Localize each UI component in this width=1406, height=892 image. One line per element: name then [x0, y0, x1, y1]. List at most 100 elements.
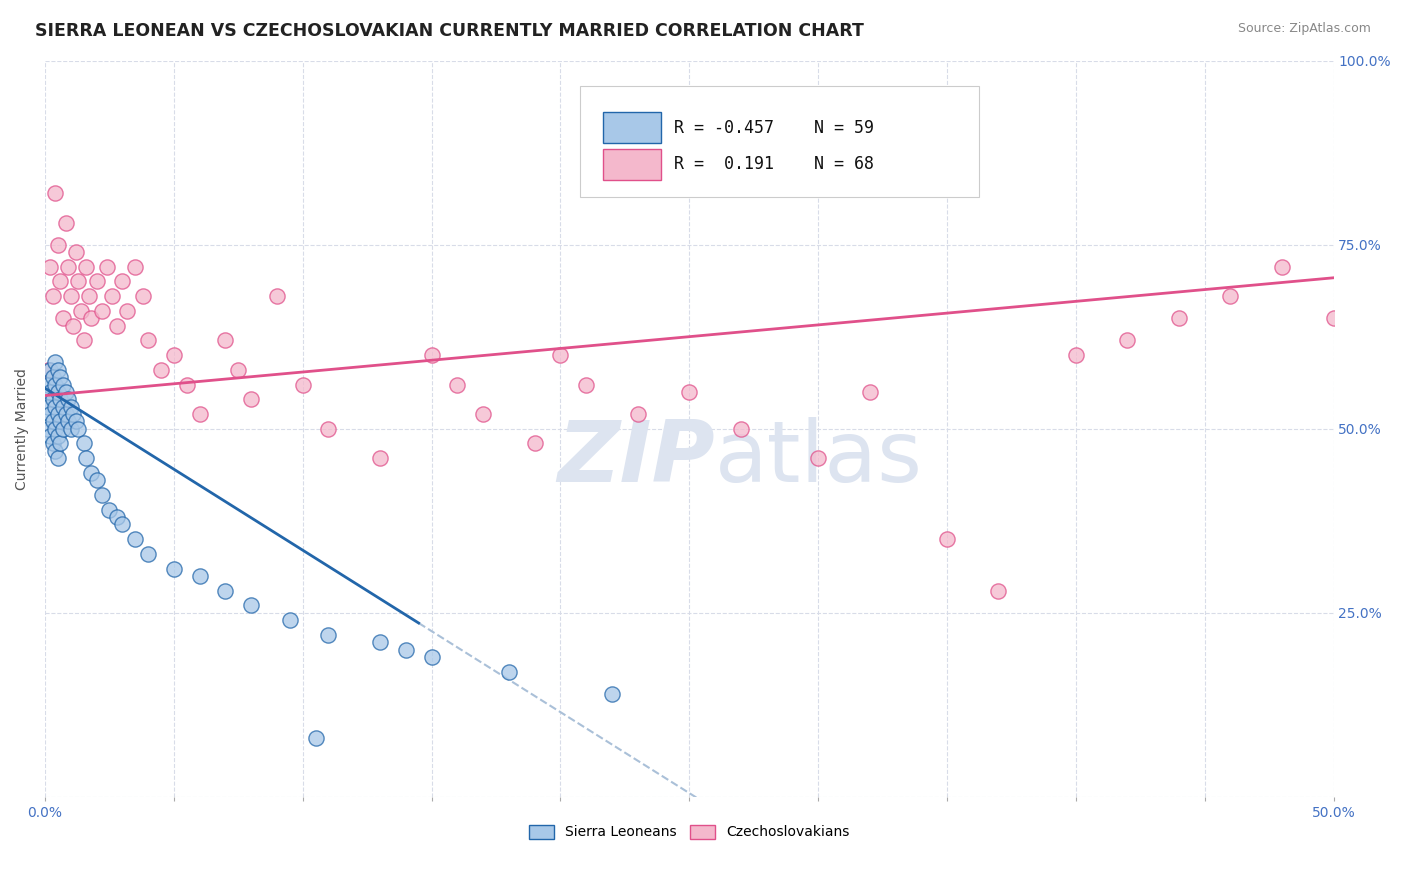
Point: [41, 370, 63, 384]
Point: [523, 436, 546, 450]
Point: [318, 628, 340, 642]
Point: [72, 436, 94, 450]
Point: [70, 304, 93, 318]
Point: [46, 429, 69, 443]
Point: [41, 414, 63, 428]
Point: [318, 422, 340, 436]
Legend: Sierra Leoneans, Czechoslovakians: Sierra Leoneans, Czechoslovakians: [523, 819, 855, 845]
Point: [62, 318, 84, 333]
Point: [214, 334, 236, 348]
Point: [49, 414, 72, 428]
Point: [240, 599, 263, 613]
Point: [41, 289, 63, 303]
Point: [56, 392, 79, 407]
Point: [39, 363, 62, 377]
Point: [75, 260, 97, 274]
Point: [46, 384, 69, 399]
Text: ZIP: ZIP: [557, 417, 716, 500]
Point: [49, 275, 72, 289]
Point: [472, 407, 495, 421]
Point: [86, 473, 108, 487]
Point: [550, 348, 572, 362]
Point: [368, 635, 391, 649]
Point: [39, 407, 62, 421]
Point: [56, 260, 79, 274]
Point: [420, 348, 443, 362]
Point: [1116, 334, 1139, 348]
Text: atlas: atlas: [716, 417, 922, 500]
Point: [59, 422, 82, 436]
Point: [52, 400, 75, 414]
Point: [807, 451, 830, 466]
Point: [420, 649, 443, 664]
Point: [395, 642, 418, 657]
Point: [188, 569, 211, 583]
Point: [59, 400, 82, 414]
Point: [1064, 348, 1087, 362]
Point: [55, 216, 77, 230]
Point: [498, 665, 520, 679]
Text: SIERRA LEONEAN VS CZECHOSLOVAKIAN CURRENTLY MARRIED CORRELATION CHART: SIERRA LEONEAN VS CZECHOSLOVAKIAN CURREN…: [35, 22, 865, 40]
Point: [240, 392, 263, 407]
Point: [214, 583, 236, 598]
Point: [44, 443, 66, 458]
Point: [49, 370, 72, 384]
Point: [1374, 334, 1396, 348]
Point: [96, 260, 118, 274]
Point: [575, 377, 598, 392]
Point: [52, 422, 75, 436]
Point: [1219, 289, 1241, 303]
Point: [678, 384, 700, 399]
Text: R = -0.457    N = 59: R = -0.457 N = 59: [673, 119, 873, 136]
Point: [304, 731, 326, 745]
Point: [59, 289, 82, 303]
Point: [39, 260, 62, 274]
Point: [46, 237, 69, 252]
Point: [75, 451, 97, 466]
Point: [136, 547, 159, 561]
Point: [46, 451, 69, 466]
Point: [44, 400, 66, 414]
Point: [37, 422, 59, 436]
Point: [111, 275, 134, 289]
Point: [117, 304, 139, 318]
Point: [80, 466, 103, 480]
Point: [46, 407, 69, 421]
Point: [39, 429, 62, 443]
Point: [226, 363, 249, 377]
Point: [90, 488, 112, 502]
Point: [163, 561, 186, 575]
FancyBboxPatch shape: [579, 87, 979, 197]
Point: [730, 422, 752, 436]
Point: [188, 407, 211, 421]
Point: [124, 260, 146, 274]
Point: [52, 311, 75, 326]
Point: [55, 384, 77, 399]
Point: [176, 377, 198, 392]
Point: [1322, 311, 1344, 326]
Point: [105, 318, 128, 333]
Point: [163, 348, 186, 362]
Point: [41, 392, 63, 407]
Point: [52, 377, 75, 392]
Point: [49, 392, 72, 407]
Point: [41, 436, 63, 450]
Point: [39, 384, 62, 399]
Point: [37, 363, 59, 377]
FancyBboxPatch shape: [603, 149, 661, 180]
Text: Source: ZipAtlas.com: Source: ZipAtlas.com: [1237, 22, 1371, 36]
Point: [627, 407, 650, 421]
Point: [80, 311, 103, 326]
Point: [86, 275, 108, 289]
Point: [124, 532, 146, 546]
Point: [859, 384, 882, 399]
Point: [55, 407, 77, 421]
Point: [65, 414, 87, 428]
Point: [111, 517, 134, 532]
Point: [49, 436, 72, 450]
Point: [987, 583, 1010, 598]
Point: [62, 407, 84, 421]
Text: R =  0.191    N = 68: R = 0.191 N = 68: [673, 155, 873, 173]
Point: [44, 355, 66, 369]
Point: [1271, 260, 1294, 274]
